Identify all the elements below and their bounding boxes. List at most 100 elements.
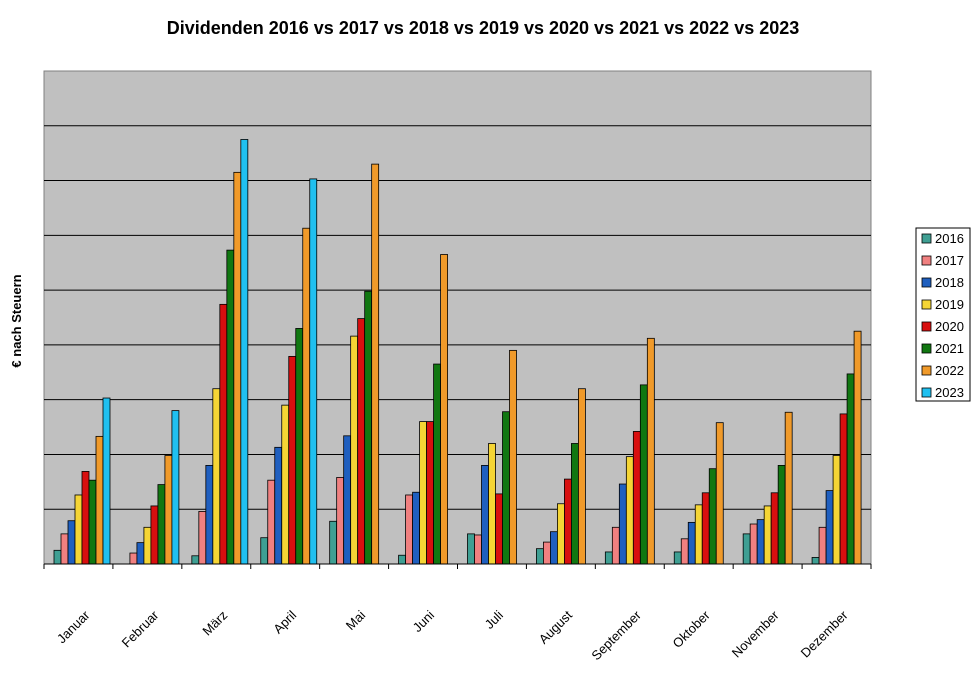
- bar-2023-januar: [102, 397, 111, 565]
- bar-2019-juni: [419, 421, 427, 565]
- x-tick-label: September: [588, 607, 644, 663]
- bar-2020-april: [288, 355, 297, 565]
- x-tick-label: Juli: [482, 607, 506, 631]
- legend-label-2017: 2017: [935, 253, 964, 268]
- legend-swatch-2017: [921, 255, 932, 266]
- bar-2016-oktober: [673, 551, 682, 565]
- bar-2019-dezember: [832, 455, 841, 565]
- x-tick-label: April: [270, 607, 299, 636]
- x-tick-label: März: [199, 608, 230, 639]
- bar-2019-märz: [212, 388, 221, 565]
- legend-swatch-2018: [921, 277, 932, 288]
- bars-group: [53, 139, 862, 565]
- bar-2021-mai: [364, 290, 373, 565]
- legend-label-2020: 2020: [935, 319, 964, 334]
- bar-2017-januar: [60, 533, 69, 565]
- bar-2018-november: [756, 519, 765, 565]
- bar-2019-november: [763, 505, 772, 565]
- x-tick-label: Juni: [410, 607, 438, 635]
- legend: 2016 2017 2018 2019 2020 2021 2022 2023: [915, 227, 971, 402]
- legend-swatch-2021: [921, 343, 932, 354]
- bar-2019-mai: [350, 335, 359, 565]
- bar-2021-august: [571, 443, 579, 565]
- bar-2016-august: [536, 548, 544, 565]
- x-tick-label: November: [729, 607, 782, 660]
- bar-2019-april: [281, 404, 290, 565]
- bar-2020-september: [632, 431, 641, 565]
- chart-title: Dividenden 2016 vs 2017 vs 2018 vs 2019 …: [167, 18, 800, 38]
- bar-2018-september: [618, 483, 627, 565]
- bar-2020-dezember: [839, 413, 848, 565]
- bar-2017-dezember: [818, 526, 827, 565]
- bar-2017-mai: [336, 477, 345, 565]
- x-tick-label: Februar: [119, 607, 162, 650]
- bar-2022-september: [646, 337, 655, 565]
- bar-2022-märz: [233, 171, 242, 565]
- x-axis: [43, 563, 872, 569]
- bar-2018-august: [550, 531, 558, 565]
- legend-label-2023: 2023: [935, 385, 964, 400]
- bar-2017-juni: [405, 494, 413, 565]
- legend-swatch-2016: [921, 233, 932, 244]
- bar-2018-mai: [343, 435, 352, 565]
- bar-2018-oktober: [687, 521, 696, 565]
- x-tick-label: Dezember: [798, 607, 851, 660]
- legend-swatch-2019: [921, 299, 932, 310]
- bar-2022-oktober: [715, 422, 724, 565]
- legend-label-2018: 2018: [935, 275, 964, 290]
- bar-2021-juni: [433, 363, 441, 565]
- bar-2018-dezember: [825, 490, 834, 565]
- legend-label-2016: 2016: [935, 231, 964, 246]
- bar-2016-mai: [329, 520, 338, 565]
- bar-2023-april: [309, 178, 318, 565]
- bar-2022-november: [784, 411, 793, 565]
- bar-2016-januar: [53, 549, 62, 565]
- bar-2021-märz: [226, 249, 235, 565]
- bar-2021-april: [295, 328, 304, 565]
- bar-2018-juni: [412, 491, 420, 565]
- bar-2021-januar: [88, 479, 97, 565]
- bar-2023-märz: [240, 139, 249, 565]
- bar-2019-februar: [143, 526, 152, 565]
- bar-2018-märz: [205, 464, 214, 565]
- bar-2016-juli: [467, 533, 475, 565]
- bar-2020-juli: [495, 493, 503, 565]
- bar-2021-september: [639, 384, 648, 565]
- bar-2020-august: [564, 478, 572, 565]
- bar-2017-juli: [474, 534, 482, 565]
- bar-2022-april: [302, 227, 311, 565]
- bar-2016-juni: [398, 554, 406, 565]
- bar-2020-februar: [150, 505, 159, 565]
- bar-2017-februar: [129, 552, 138, 565]
- bar-2016-november: [742, 533, 751, 565]
- legend-label-2021: 2021: [935, 341, 964, 356]
- bar-2017-september: [611, 526, 620, 565]
- bar-2019-oktober: [694, 504, 703, 565]
- bar-2022-august: [578, 388, 586, 565]
- bar-2021-dezember: [846, 373, 855, 565]
- bar-2022-juni: [440, 254, 448, 565]
- x-tick-label: Oktober: [670, 607, 714, 651]
- gridlines: [44, 125, 871, 510]
- y-axis-label: € nach Steuern: [9, 274, 24, 367]
- x-tick-label: Mai: [343, 607, 368, 632]
- legend-swatch-2022: [921, 365, 932, 376]
- bar-2017-oktober: [680, 538, 689, 565]
- bar-2022-januar: [95, 435, 104, 565]
- bar-2018-april: [274, 446, 283, 565]
- x-tick-label: August: [536, 607, 575, 646]
- bar-2018-januar: [67, 520, 76, 565]
- bar-2021-februar: [157, 484, 166, 565]
- bar-2016-april: [260, 537, 269, 565]
- bar-2019-juli: [488, 443, 496, 565]
- bar-2020-oktober: [701, 492, 710, 565]
- legend-label-2022: 2022: [935, 363, 964, 378]
- bar-2017-april: [267, 479, 276, 565]
- bar-2017-november: [749, 523, 758, 565]
- bar-2019-september: [625, 456, 634, 565]
- bar-2017-august: [543, 541, 551, 565]
- bar-2022-dezember: [853, 330, 862, 565]
- bar-2022-juli: [509, 349, 517, 565]
- legend-label-2019: 2019: [935, 297, 964, 312]
